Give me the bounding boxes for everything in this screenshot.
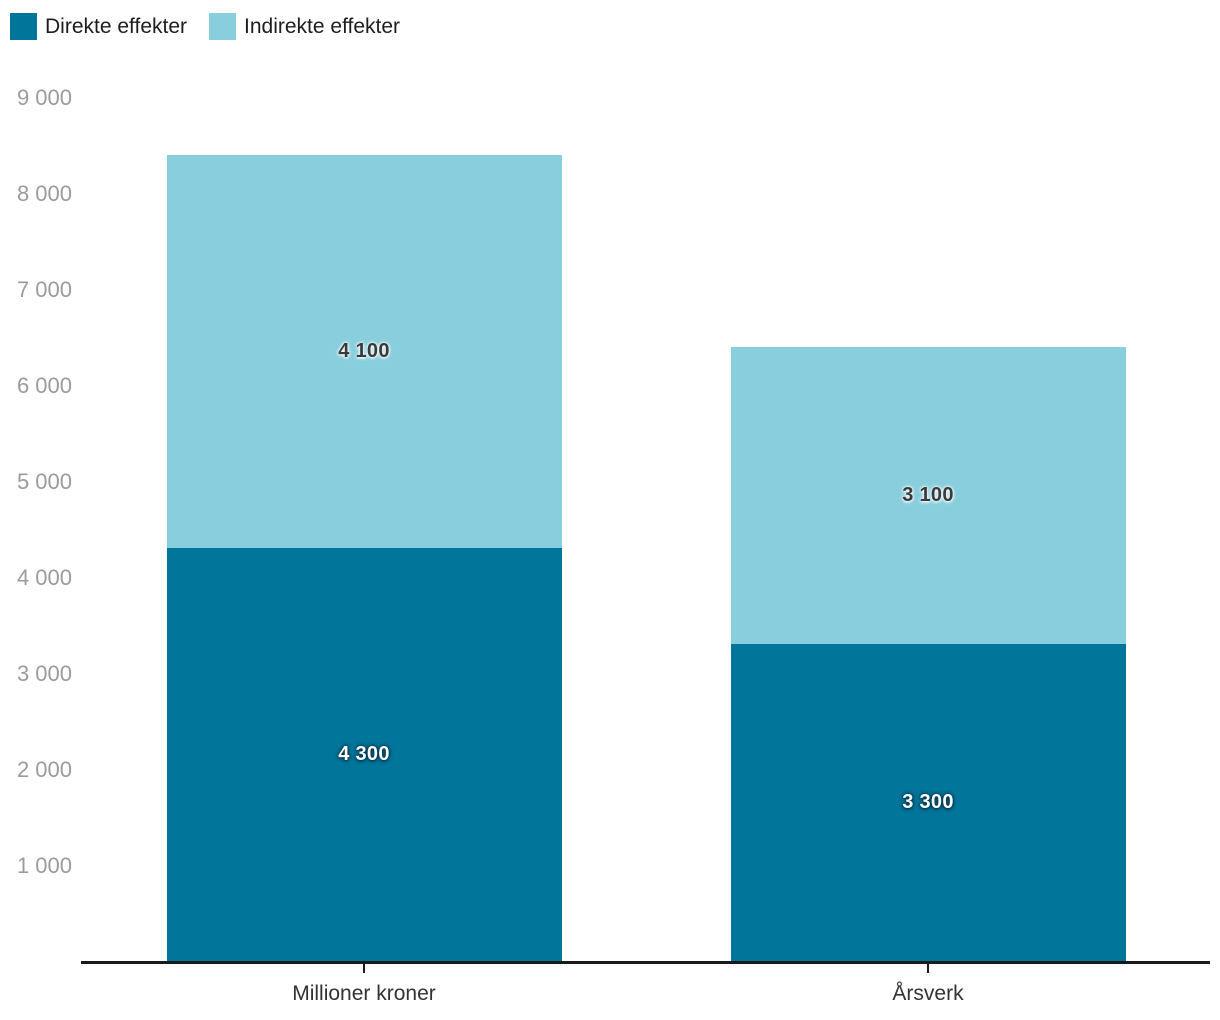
y-axis-tick-label: 3 000 [16, 661, 72, 686]
bar-data-label: 4 100 [338, 339, 390, 362]
bar-data-label: 3 300 [902, 791, 954, 814]
x-axis-line [81, 961, 1210, 964]
y-axis-tick-label: 2 000 [16, 757, 72, 782]
legend-item-indirekte-effekter: Indirekte effekter [209, 13, 400, 40]
x-category-label-arsverk: Årsverk [892, 982, 964, 1005]
x-category-label-millioner-kroner: Millioner kroner [292, 982, 436, 1005]
legend: Direkte effekter Indirekte effekter [10, 13, 422, 40]
legend-label: Indirekte effekter [244, 14, 401, 38]
y-axis-tick-label: 9 000 [16, 85, 72, 110]
x-axis-tick [927, 964, 929, 973]
y-axis-tick-label: 5 000 [16, 469, 72, 494]
y-axis-tick-label: 4 000 [16, 565, 72, 590]
bar-data-label: 3 100 [902, 483, 954, 506]
legend-label: Direkte effekter [45, 14, 188, 38]
y-axis-tick-label: 8 000 [16, 181, 72, 206]
legend-item-direkte-effekter: Direkte effekter [10, 13, 187, 40]
x-axis-tick [363, 964, 365, 973]
bar-segment: 3 300 [730, 644, 1126, 961]
legend-swatch-direkte-icon [10, 13, 37, 40]
legend-swatch-indirekte-icon [209, 13, 237, 40]
bar-segment: 3 100 [730, 346, 1126, 645]
y-axis-tick-label: 1 000 [16, 853, 72, 878]
y-axis-tick-label: 7 000 [16, 277, 72, 302]
bar-segment: 4 300 [166, 548, 562, 961]
y-axis-tick-label: 6 000 [16, 373, 72, 398]
bar-segment: 4 100 [166, 154, 562, 549]
bar-data-label: 4 300 [338, 743, 390, 766]
